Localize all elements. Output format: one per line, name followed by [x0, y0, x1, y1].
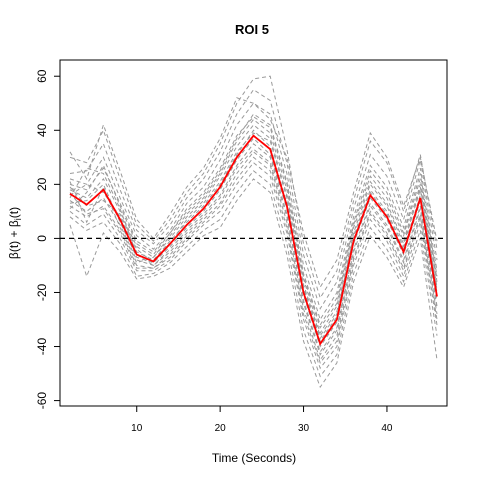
x-tick-label: 20 — [215, 423, 227, 434]
x-axis: 10 20 30 40 — [131, 405, 393, 434]
individual-series-line-17 — [69, 113, 438, 327]
y-tick-label: 40 — [35, 123, 49, 137]
y-tick-label: 60 — [35, 69, 49, 83]
plot-frame — [59, 59, 448, 407]
individual-series-line-2 — [69, 143, 438, 354]
individual-series-line-10 — [69, 178, 438, 389]
y-tick-label: 0 — [35, 235, 49, 242]
individual-series-line-15 — [69, 148, 438, 356]
individual-series-line-11 — [69, 97, 438, 289]
individual-series-line-4 — [69, 151, 438, 362]
individual-series-line-18 — [69, 156, 438, 364]
y-tick-label: 20 — [35, 177, 49, 191]
y-label-part-2: (t) — [7, 207, 21, 218]
individual-series-line-3 — [69, 116, 438, 329]
y-label-part-1: β(t) + β — [7, 220, 21, 259]
individual-series-line-12 — [69, 129, 438, 343]
individual-series-line-6 — [69, 161, 438, 370]
x-axis-label: Time (Seconds) — [212, 451, 296, 465]
individual-series-line-1 — [69, 124, 438, 337]
individual-series-line-5 — [69, 102, 438, 321]
y-tick-label: -60 — [35, 392, 49, 410]
series-layer — [69, 75, 438, 389]
y-tick-label: -40 — [35, 338, 49, 356]
y-label-subscript: i — [13, 218, 23, 220]
x-tick-label: 10 — [131, 423, 143, 434]
y-axis-label: β(t) + βi(t) — [7, 207, 23, 259]
individual-series-line-14 — [69, 132, 438, 340]
x-tick-label: 40 — [381, 423, 393, 434]
individual-series-line-13 — [69, 137, 438, 348]
mean-layer — [69, 134, 438, 346]
individual-series-line-9 — [69, 75, 438, 300]
individual-series-line-16 — [69, 118, 438, 335]
y-tick-label: -20 — [35, 283, 49, 301]
y-axis: -60 -40 -20 0 20 40 60 — [35, 69, 61, 410]
chart-title: ROI 5 — [235, 22, 269, 37]
individual-series-line-7 — [69, 89, 438, 310]
x-tick-label: 30 — [298, 423, 310, 434]
individual-series-line-8 — [69, 170, 438, 378]
mean-series-line — [69, 134, 438, 346]
